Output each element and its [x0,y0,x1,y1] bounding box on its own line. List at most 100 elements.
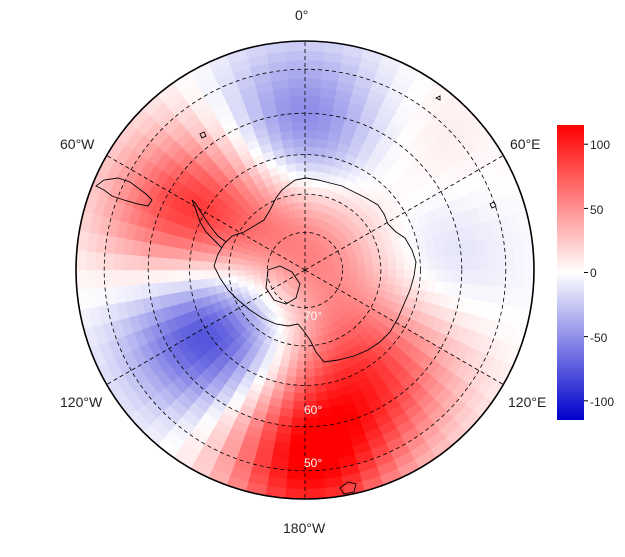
field-cell [287,77,306,89]
field-cell [76,249,87,271]
field-cell [284,41,306,52]
field-cell [284,488,306,499]
field-cell [130,269,141,286]
field-cell [388,269,397,279]
field-cell [304,104,320,115]
field-cell [164,269,175,283]
meridian-gridline [304,269,504,385]
field-cell [293,137,306,148]
field-cell [304,146,317,156]
field-cell [313,162,324,173]
field-cell [156,269,166,284]
field-cell [205,269,215,280]
field-cell [94,269,106,289]
field-cell [444,269,454,284]
colorbar-tick-label: 50 [590,203,604,217]
field-cell [292,129,306,140]
small-island-2 [489,201,497,209]
field-cell [285,50,306,62]
field-cell [236,274,246,283]
field-cell [513,269,525,290]
antarctic-peninsula-coastline [191,199,227,249]
field-cell [205,260,215,271]
field-cell [395,269,405,280]
field-cell [304,137,317,148]
field-cell [289,434,306,445]
field-cell [156,256,166,271]
field-cell [286,162,297,173]
field-cell [189,269,199,281]
field-cell [312,359,323,370]
field-cell [197,269,207,280]
field-cell [290,104,306,115]
field-cell [403,260,413,271]
field-cell [364,257,374,266]
field-cell [221,276,231,285]
field-cell [477,253,489,271]
field-cell [304,376,316,386]
field-cell [205,277,216,288]
lon-label-120e: 120°E [508,394,547,410]
field-cell [380,262,390,271]
field-cell [236,269,246,277]
field-cell [387,253,397,264]
field-cell [139,255,150,271]
field-cell [304,299,309,309]
field-cell [297,345,306,355]
lat-label-50: 50° [304,456,323,470]
field-cell [290,186,299,196]
latitude-gridline [228,193,382,347]
field-cell [469,269,480,286]
field-cell [286,469,306,481]
field-cell [452,255,463,271]
field-cell [295,162,306,172]
field-cell [121,269,133,287]
field-cell [286,367,297,378]
map-boundary [75,40,535,500]
field-cell [304,442,322,454]
field-cell [349,265,359,271]
field-cell [435,269,446,283]
field-cell [228,263,238,271]
field-cell [304,185,313,195]
colorbar-tick-label: 100 [590,138,611,152]
field-cell [300,224,306,233]
field-cell [172,269,183,282]
field-cell [304,368,315,378]
lon-label-180w: 180°W [283,520,326,536]
field-cell [236,263,246,271]
field-cell [274,269,283,273]
field-cell [513,250,525,271]
field-cell [304,201,312,211]
colorbar-tick-label: -100 [590,395,615,409]
field-cell [460,255,471,271]
lon-label-0: 0° [295,7,309,23]
field-cell [289,95,306,106]
field-cell [304,154,316,164]
field-cell [495,252,507,271]
field-cell [419,269,429,282]
field-cell [304,86,322,98]
field-cell [469,254,480,271]
lon-label-60e: 60°E [510,136,541,152]
field-cell [76,269,87,291]
field-cell [294,154,306,164]
field-cell [147,255,158,271]
field-cell [304,417,320,428]
latitude-gridline [103,68,507,472]
field-cell [130,254,141,271]
field-cell [380,269,390,278]
small-island-3 [434,95,441,101]
field-cell [220,262,230,271]
field-cell [266,269,276,274]
meridian-gridline [106,269,306,385]
field-cell [304,478,325,490]
field-cell [181,258,191,271]
field-cell [94,251,106,271]
field-cell [523,249,534,271]
field-cell [213,276,223,287]
field-cell [251,269,261,275]
field-cell [164,257,175,271]
field-cell [197,251,208,262]
